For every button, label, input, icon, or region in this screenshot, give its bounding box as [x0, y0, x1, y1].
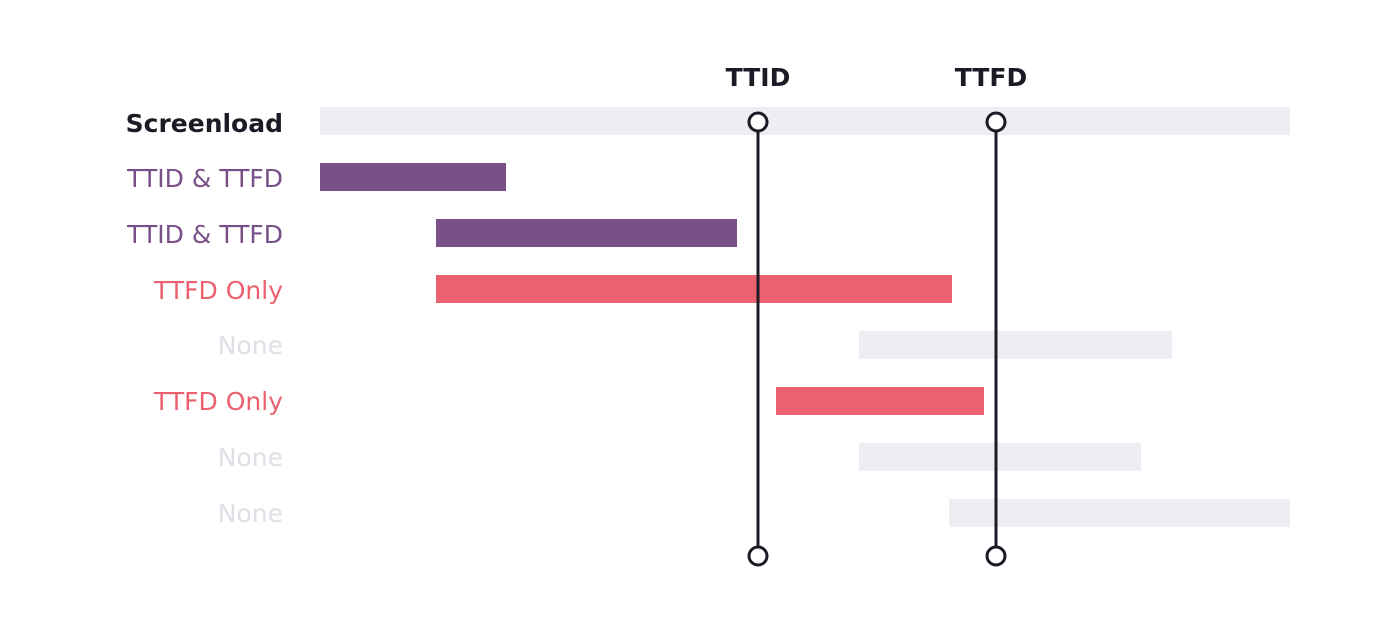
marker-dot: [985, 111, 1007, 133]
row-label: None: [218, 331, 283, 360]
span-bar: [776, 387, 984, 415]
row-label: Screenload: [126, 109, 283, 138]
row-label: None: [218, 499, 283, 528]
marker-lines: [747, 111, 1007, 567]
row-label: TTFD Only: [153, 276, 283, 305]
row-label: TTFD Only: [153, 387, 283, 416]
span-bar: [320, 163, 506, 191]
row-label: TTID & TTFD: [126, 220, 283, 249]
marker-dot: [747, 111, 769, 133]
span-bar: [859, 331, 1172, 359]
span-bar: [859, 443, 1141, 471]
span-bar: [949, 499, 1290, 527]
row-label: TTID & TTFD: [126, 164, 283, 193]
span-bar: [436, 275, 952, 303]
marker-dot: [985, 545, 1007, 567]
marker-label: TTID: [726, 63, 791, 92]
screenload-bar: [320, 107, 1290, 135]
row-label: None: [218, 443, 283, 472]
span-bar: [436, 219, 737, 247]
marker-label: TTFD: [955, 63, 1028, 92]
marker-dot: [747, 545, 769, 567]
